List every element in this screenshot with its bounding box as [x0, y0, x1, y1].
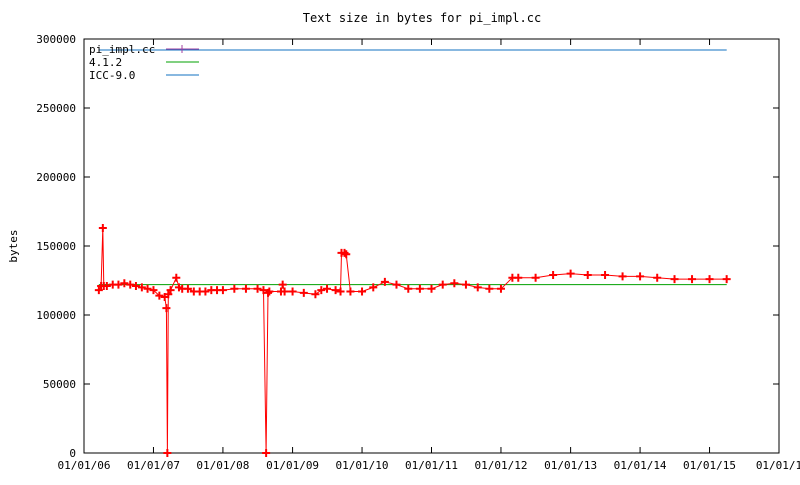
data-point — [450, 279, 459, 288]
legend-label: pi_impl.cc — [89, 43, 155, 56]
data-point — [549, 270, 558, 279]
data-point — [299, 288, 308, 297]
x-tick-label: 01/01/13 — [544, 459, 597, 472]
data-point — [98, 224, 107, 233]
legend-label: ICC-9.0 — [89, 69, 135, 82]
data-point — [601, 270, 610, 279]
data-point — [280, 287, 289, 296]
y-axis: 0 50000 100000 150000 200000 250000 300000 — [36, 33, 779, 460]
y-tick-label: 250000 — [36, 102, 76, 115]
series-line-pi-impl-cc — [98, 228, 727, 454]
data-point — [137, 283, 146, 292]
data-point — [636, 272, 645, 281]
data-point — [369, 283, 378, 292]
data-point — [166, 286, 175, 295]
data-point — [163, 449, 172, 457]
data-point — [265, 287, 274, 296]
data-point — [688, 275, 697, 284]
data-point — [531, 273, 540, 282]
data-point — [253, 284, 262, 293]
data-point — [131, 282, 140, 291]
data-point — [262, 449, 271, 457]
x-tick-label: 01/01/07 — [127, 459, 180, 472]
data-point — [722, 275, 731, 284]
data-point — [183, 284, 192, 293]
data-point — [346, 287, 355, 296]
data-point — [143, 284, 152, 293]
x-tick-label: 01/01/11 — [405, 459, 458, 472]
x-tick-label: 01/01/10 — [336, 459, 389, 472]
data-point — [114, 280, 123, 289]
data-point — [241, 284, 250, 293]
data-point — [155, 291, 164, 300]
data-point — [514, 273, 523, 282]
data-point — [331, 286, 340, 295]
x-tick-label: 01/01/08 — [196, 459, 249, 472]
data-point — [172, 273, 181, 282]
chart-title: Text size in bytes for pi_impl.cc — [303, 11, 541, 25]
legend-label: 4.1.2 — [89, 56, 122, 69]
data-point — [278, 280, 287, 289]
data-point — [670, 275, 679, 284]
series-layer — [94, 49, 731, 457]
data-point — [473, 283, 482, 292]
data-point — [404, 284, 413, 293]
x-axis: 01/01/06 01/01/07 01/01/08 01/01/09 01/01/10… — [58, 39, 800, 472]
data-point — [288, 287, 297, 296]
data-point — [461, 280, 470, 289]
data-point — [259, 286, 268, 295]
data-point — [218, 286, 227, 295]
data-point — [392, 280, 401, 289]
data-point — [380, 277, 389, 286]
data-point — [311, 290, 320, 299]
data-point — [164, 290, 173, 299]
data-point — [201, 287, 210, 296]
data-point — [496, 284, 505, 293]
data-point — [102, 282, 111, 291]
data-point — [120, 279, 129, 288]
plot-frame — [83, 38, 780, 454]
data-point — [485, 284, 494, 293]
y-tick-label: 200000 — [36, 171, 76, 184]
data-point — [415, 284, 424, 293]
data-point — [230, 284, 239, 293]
x-tick-label: 01/01/1 — [756, 459, 800, 472]
data-point — [653, 273, 662, 282]
data-point — [438, 280, 447, 289]
y-tick-label: 0 — [69, 447, 76, 460]
data-point — [358, 287, 367, 296]
x-tick-label: 01/01/14 — [614, 459, 667, 472]
data-point — [618, 272, 627, 281]
y-tick-label: 300000 — [36, 33, 76, 46]
data-point — [317, 286, 326, 295]
data-point — [583, 270, 592, 279]
x-tick-label: 01/01/09 — [266, 459, 319, 472]
y-axis-label: bytes — [7, 229, 20, 262]
data-point — [336, 287, 345, 296]
data-point — [342, 250, 351, 259]
data-point — [149, 286, 158, 295]
data-point — [264, 288, 273, 297]
x-tick-label: 01/01/12 — [474, 459, 527, 472]
data-point — [323, 284, 332, 293]
data-point — [162, 304, 171, 313]
y-tick-label: 150000 — [36, 240, 76, 253]
x-tick-label: 01/01/06 — [58, 459, 111, 472]
data-point — [427, 284, 436, 293]
data-point — [94, 286, 103, 295]
data-point — [705, 275, 714, 284]
y-tick-label: 100000 — [36, 309, 76, 322]
y-tick-label: 50000 — [43, 378, 76, 391]
x-tick-label: 01/01/15 — [683, 459, 736, 472]
data-point — [566, 269, 575, 278]
data-point — [126, 280, 135, 289]
legend-marker — [178, 45, 186, 53]
